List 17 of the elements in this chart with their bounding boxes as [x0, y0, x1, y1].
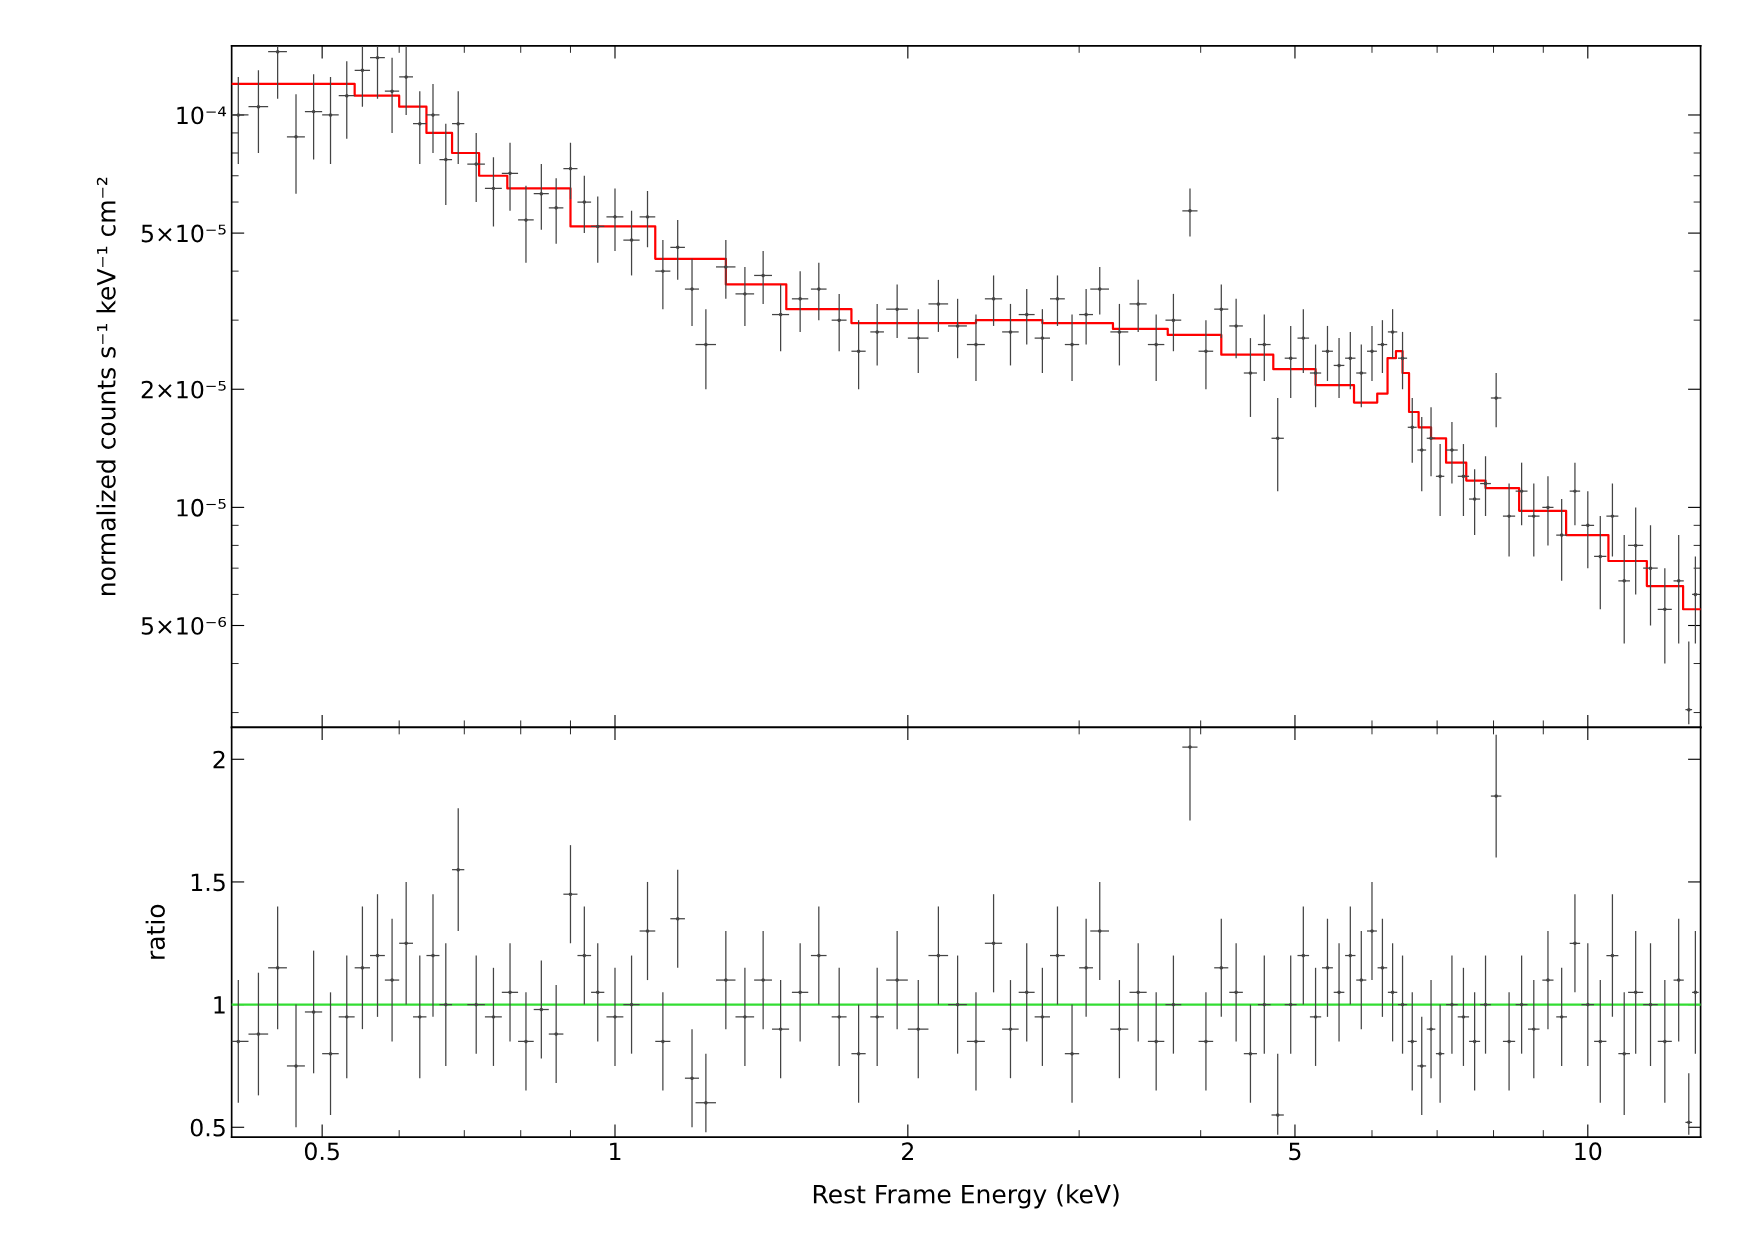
- x-tick-label: 2: [902, 1142, 913, 1160]
- y-tick-label: 0.5: [190, 1118, 225, 1137]
- y-tick-label: 10⁻⁴: [177, 106, 227, 125]
- y-tick-label: 2×10⁻⁵: [141, 380, 226, 399]
- y-axis-title: ratio: [145, 904, 165, 959]
- y-tick-label: 1: [214, 996, 225, 1014]
- y-tick-label: 2: [213, 750, 225, 769]
- y-tick-label: 1.5: [191, 873, 225, 892]
- x-tick-label: 10: [1575, 1142, 1602, 1161]
- y-tick-label: 5×10⁻⁶: [141, 616, 227, 635]
- y-tick-label: 10⁻⁵: [177, 498, 226, 517]
- y-axis-title: normalized counts s⁻¹ keV⁻¹ cm⁻²: [96, 177, 116, 595]
- x-tick-label: 0.5: [304, 1142, 339, 1161]
- x-tick-label: 1: [610, 1142, 621, 1160]
- y-tick-label: 5×10⁻⁵: [141, 224, 226, 243]
- x-axis-title: Rest Frame Energy (keV): [813, 1184, 1119, 1209]
- x-tick-label: 5: [1289, 1142, 1301, 1161]
